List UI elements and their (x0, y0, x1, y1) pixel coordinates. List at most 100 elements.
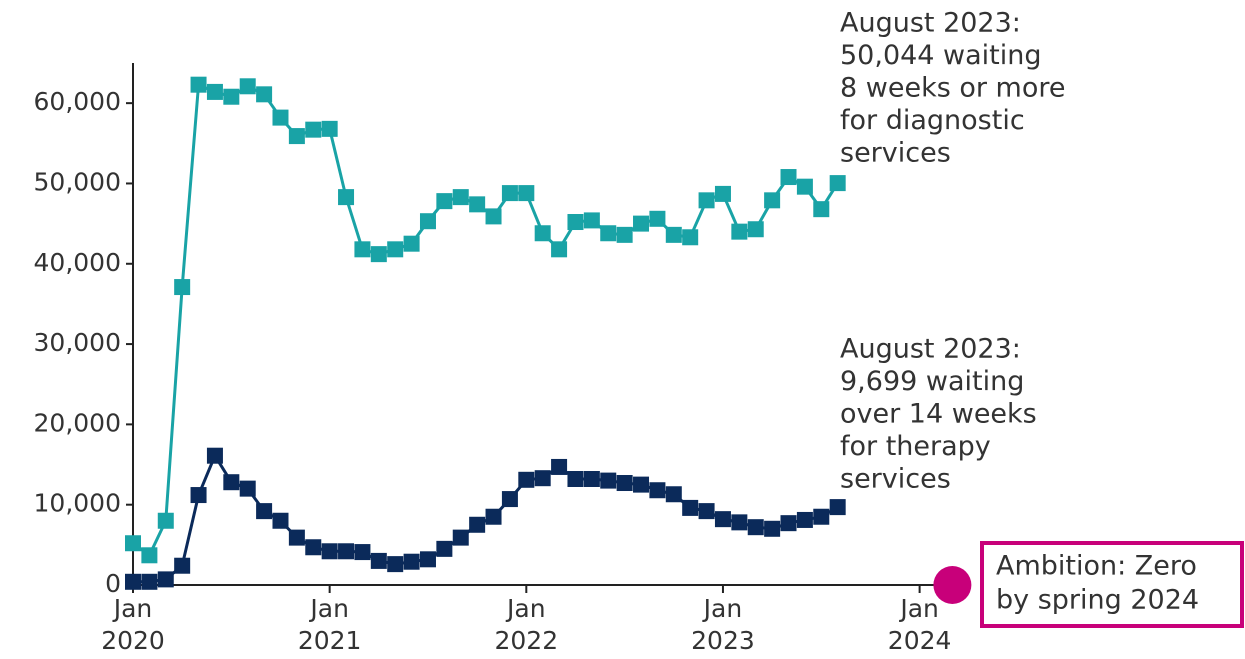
marker (551, 458, 568, 475)
marker (616, 475, 633, 492)
marker (633, 215, 650, 232)
marker (583, 212, 600, 229)
marker (321, 543, 338, 560)
marker (223, 88, 240, 105)
y-tick-label: 0 (105, 569, 121, 598)
marker (321, 120, 338, 137)
marker (354, 241, 371, 258)
marker (829, 499, 846, 516)
y-tick-label: 20,000 (34, 408, 121, 437)
marker (567, 214, 584, 231)
x-tick-label: Jan 2024 (888, 594, 952, 655)
marker (288, 529, 305, 546)
target-label: by spring 2024 (996, 585, 1199, 616)
x-tick-label: Jan 2021 (298, 594, 362, 655)
marker (469, 196, 486, 213)
marker (682, 229, 699, 246)
marker (829, 175, 846, 192)
annotation: 9,699 waiting (840, 366, 1024, 397)
marker (403, 235, 420, 252)
marker (534, 225, 551, 242)
marker (370, 246, 387, 263)
marker (305, 539, 322, 556)
annotation: August 2023: (840, 334, 1021, 365)
marker (354, 544, 371, 561)
marker (600, 225, 617, 242)
marker (698, 503, 715, 520)
marker (206, 83, 223, 100)
marker (780, 169, 797, 186)
annotation: 50,044 waiting (840, 40, 1042, 71)
marker (338, 189, 355, 206)
annotation: over 14 weeks (840, 399, 1037, 430)
marker (714, 511, 731, 528)
marker (452, 529, 469, 546)
marker (682, 499, 699, 516)
marker (239, 480, 256, 497)
annotation: for therapy (840, 431, 991, 462)
y-tick-label: 60,000 (34, 87, 121, 116)
marker (649, 210, 666, 227)
marker (174, 279, 191, 296)
marker (436, 540, 453, 557)
marker (485, 508, 502, 525)
marker (141, 573, 158, 590)
marker (157, 512, 174, 529)
marker (206, 447, 223, 464)
marker (583, 470, 600, 487)
marker (452, 189, 469, 206)
marker (469, 516, 486, 533)
marker (518, 471, 535, 488)
annotation: 8 weeks or more (840, 73, 1066, 104)
marker (731, 223, 748, 240)
marker (616, 226, 633, 243)
y-tick-label: 10,000 (34, 489, 121, 518)
marker (223, 474, 240, 491)
target-box (980, 541, 1244, 628)
marker (796, 178, 813, 195)
marker (633, 476, 650, 493)
marker (600, 472, 617, 489)
x-tick-label: Jan 2023 (691, 594, 755, 655)
marker (338, 543, 355, 560)
marker (436, 193, 453, 210)
marker (551, 241, 568, 258)
marker (157, 571, 174, 588)
marker (747, 519, 764, 536)
marker (665, 226, 682, 243)
marker (387, 241, 404, 258)
marker (813, 201, 830, 218)
marker (501, 185, 518, 202)
marker (731, 514, 748, 531)
marker (256, 503, 273, 520)
marker (256, 86, 273, 103)
marker (370, 552, 387, 569)
marker (174, 557, 191, 574)
marker (190, 76, 207, 93)
marker (764, 192, 781, 209)
marker (649, 482, 666, 499)
marker (665, 486, 682, 503)
x-tick-label: Jan 2022 (494, 594, 558, 655)
y-tick-label: 30,000 (34, 328, 121, 357)
marker (272, 512, 289, 529)
marker (403, 553, 420, 570)
annotation: services (840, 138, 951, 169)
marker (796, 511, 813, 528)
target-label: Ambition: Zero (996, 551, 1197, 582)
marker (714, 185, 731, 202)
marker (780, 515, 797, 532)
marker (501, 491, 518, 508)
marker (534, 470, 551, 487)
marker (419, 213, 436, 230)
annotation: for diagnostic (840, 105, 1025, 136)
marker (125, 573, 141, 590)
marker (288, 128, 305, 145)
marker (305, 121, 322, 138)
target-dot (933, 566, 972, 604)
marker (747, 221, 764, 238)
marker (813, 508, 830, 525)
annotation: August 2023: (840, 8, 1021, 39)
marker (387, 556, 404, 573)
